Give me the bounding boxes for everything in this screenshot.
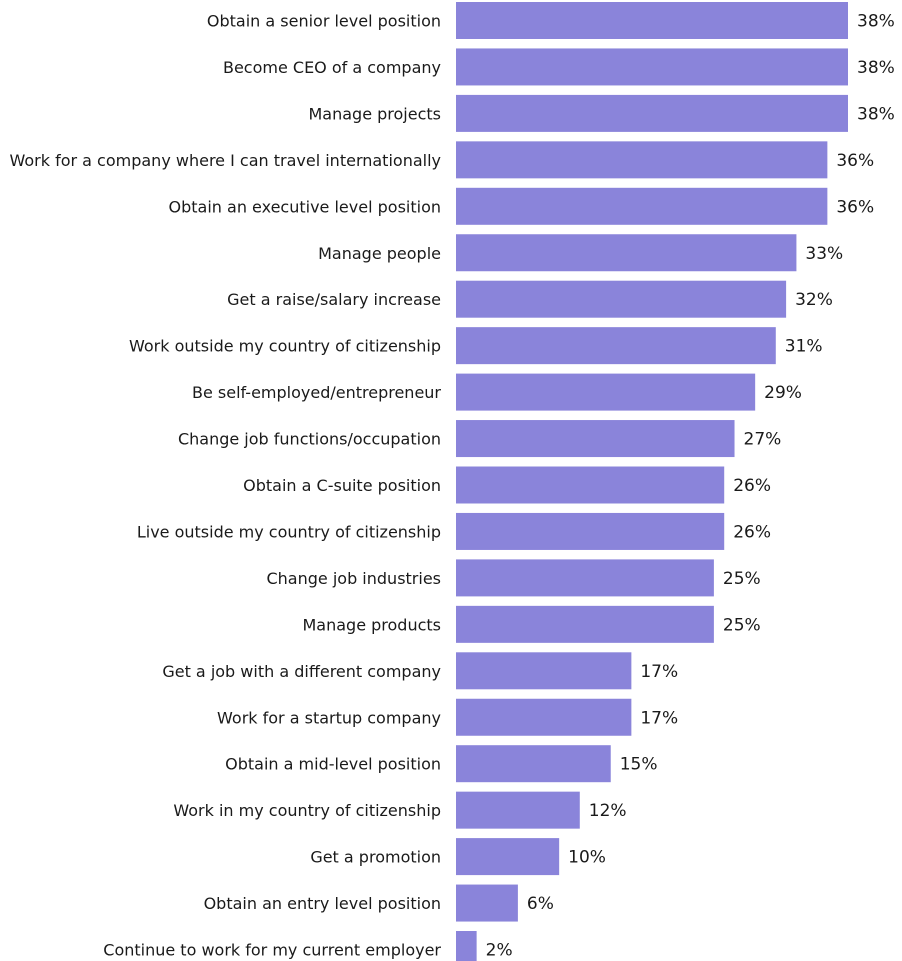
category-label: Work in my country of citizenship [173, 801, 441, 820]
bar [456, 652, 632, 690]
value-labels: 38% 38% 38% 36% 36% 33% 32% 31% 29% 27% 26% 26% 25% 2… [486, 12, 895, 961]
bar [456, 559, 714, 597]
bar [456, 420, 735, 458]
category-label: Work for a company where I can travel in… [9, 151, 441, 170]
bars-group [456, 2, 848, 961]
category-label: Work for a startup company [217, 708, 441, 727]
category-label: Obtain a C-suite position [243, 476, 441, 495]
category-label: Obtain an entry level position [204, 894, 441, 913]
bar [456, 234, 797, 272]
value-label: 2% [486, 941, 513, 961]
category-label: Live outside my country of citizenship [137, 522, 441, 541]
bar [456, 141, 828, 179]
category-label: Manage projects [308, 104, 441, 123]
category-label: Manage people [318, 244, 441, 263]
category-labels: Obtain a senior level position Become CEO… [9, 12, 441, 960]
bar [456, 745, 611, 783]
category-label: Obtain a mid-level position [225, 755, 441, 774]
value-label: 31% [785, 337, 823, 357]
value-label: 12% [589, 801, 627, 821]
value-label: 26% [733, 522, 771, 542]
value-label: 32% [795, 290, 833, 310]
category-label: Continue to work for my current employer [103, 941, 441, 960]
category-label: Obtain a senior level position [207, 12, 441, 31]
bar [456, 884, 518, 922]
value-label: 25% [723, 615, 761, 635]
value-label: 36% [836, 197, 874, 217]
bar [456, 94, 848, 132]
bar [456, 698, 632, 736]
value-label: 27% [744, 430, 782, 450]
bar [456, 791, 580, 829]
value-label: 17% [640, 662, 678, 682]
value-label: 6% [527, 894, 554, 914]
bar [456, 931, 477, 961]
category-label: Get a raise/salary increase [227, 290, 441, 309]
category-label: Work outside my country of citizenship [129, 337, 441, 356]
value-label: 15% [620, 755, 658, 775]
bar [456, 48, 848, 86]
bar [456, 373, 756, 411]
category-label: Obtain an executive level position [169, 197, 441, 216]
value-label: 17% [640, 708, 678, 728]
bar [456, 327, 776, 365]
bar [456, 838, 560, 876]
category-label: Manage products [302, 615, 441, 634]
category-label: Be self-employed/entrepreneur [192, 383, 441, 402]
category-label: Get a job with a different company [162, 662, 441, 681]
category-label: Change job industries [266, 569, 441, 588]
category-label: Change job functions/occupation [178, 430, 441, 449]
bar [456, 605, 714, 643]
category-label: Get a promotion [310, 848, 441, 867]
category-label: Become CEO of a company [223, 58, 441, 77]
value-label: 29% [764, 383, 802, 403]
value-label: 26% [733, 476, 771, 496]
value-label: 38% [857, 104, 895, 124]
bar [456, 2, 848, 39]
bar [456, 466, 725, 504]
value-label: 36% [836, 151, 874, 171]
value-label: 33% [805, 244, 843, 264]
bar [456, 512, 725, 550]
value-label: 38% [857, 58, 895, 78]
bar [456, 187, 828, 225]
value-label: 25% [723, 569, 761, 589]
bar [456, 280, 787, 318]
value-label: 38% [857, 12, 895, 32]
value-label: 10% [568, 848, 606, 868]
